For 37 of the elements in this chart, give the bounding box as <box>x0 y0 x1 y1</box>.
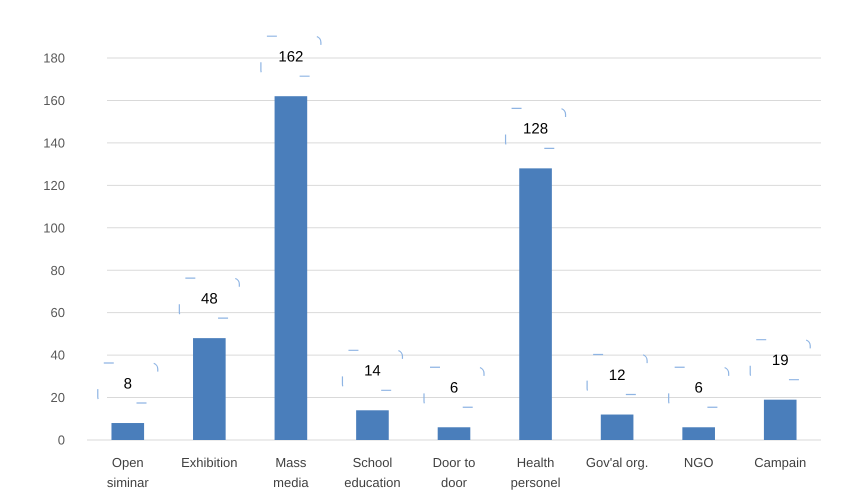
bar <box>519 168 552 440</box>
y-tick-label: 180 <box>43 50 65 66</box>
bar <box>764 400 797 440</box>
bar <box>682 427 715 440</box>
y-tick-label: 20 <box>50 390 65 406</box>
y-tick-label: 100 <box>43 220 65 236</box>
x-tick-label: Exhibition <box>181 455 238 470</box>
data-label: 162 <box>278 48 304 66</box>
x-tick-label: Health personel <box>510 455 561 490</box>
bar <box>274 96 308 440</box>
y-tick-label: 120 <box>43 178 65 193</box>
data-label: 6 <box>450 380 458 397</box>
data-label: 128 <box>523 120 548 138</box>
y-tick-label: 40 <box>50 348 65 363</box>
data-label: 6 <box>694 380 703 397</box>
y-tick-label: 80 <box>50 262 65 278</box>
x-tick-label: NGO <box>684 455 714 470</box>
x-tick-label: Open siminar <box>106 455 150 490</box>
data-label: 19 <box>772 352 789 369</box>
bar <box>438 427 470 440</box>
x-tick-label: Mass media <box>273 455 310 490</box>
data-label: 8 <box>124 375 132 392</box>
x-tick-label: Door to door <box>432 455 476 490</box>
x-tick-label: Gov'al org. <box>586 455 648 470</box>
bar <box>356 410 389 440</box>
x-tick-label: School education <box>344 455 401 490</box>
bar <box>600 414 634 440</box>
x-tick-label: Campain <box>754 455 806 470</box>
data-label: 12 <box>608 366 626 384</box>
y-tick-label: 140 <box>43 135 65 150</box>
data-label: 14 <box>364 362 381 380</box>
y-tick-label: 60 <box>50 305 65 320</box>
y-tick-label: 0 <box>58 432 65 448</box>
bar <box>111 423 144 440</box>
data-label: 48 <box>200 290 218 308</box>
bar <box>193 338 226 440</box>
y-tick-label: 160 <box>43 92 65 108</box>
